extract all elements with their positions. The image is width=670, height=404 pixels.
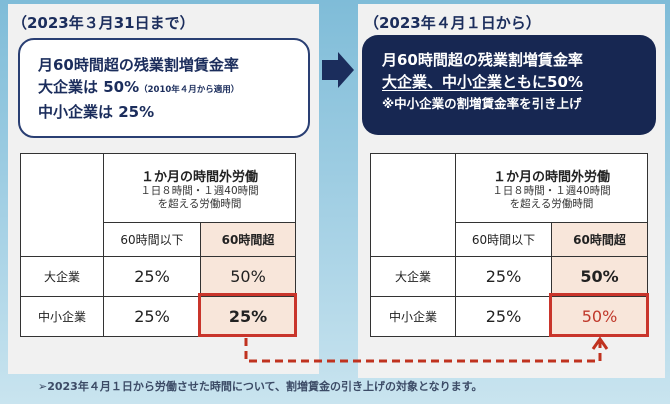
arrow-right-icon	[322, 52, 354, 88]
header-sub1: １日８時間・１週40時間	[140, 184, 259, 197]
after-line3: ※中小企業の割増賃金率を引き上げ	[382, 96, 582, 111]
header-cell: １か月の時間外労働 １日８時間・１週40時間 を超える労働時間	[103, 153, 296, 223]
row-label: 中小企業	[370, 296, 456, 337]
cell-value: 50%	[551, 256, 648, 297]
col-header-over60: 60時間超	[200, 222, 296, 257]
cell-value: 25%	[103, 296, 201, 337]
row-label: 大企業	[370, 256, 456, 297]
after-title: （2023年４月１日から）	[364, 14, 541, 32]
before-line1: 月60時間超の残業割増賃金率	[38, 56, 239, 74]
header-sub2: を超える労働時間	[509, 197, 594, 210]
cell-value: 25%	[103, 256, 201, 297]
after-line1: 月60時間超の残業割増賃金率	[382, 51, 583, 69]
footer-note: ➢2023年４月１日から労働させた時間について、割増賃金の引き上げの対象となりま…	[38, 380, 483, 393]
col-header-under60: 60時間以下	[103, 222, 201, 257]
cell-value: 50%	[200, 256, 296, 297]
header-sub2: を超える労働時間	[157, 197, 242, 210]
after-table: １か月の時間外労働 １日８時間・１週40時間 を超える労働時間 60時間以下 60時間…	[370, 153, 648, 337]
header-sub1: １日８時間・１週40時間	[492, 184, 611, 197]
before-line3: 中小企業は 25%	[38, 103, 155, 121]
row-label: 中小企業	[20, 296, 104, 337]
before-table: １か月の時間外労働 １日８時間・１週40時間 を超える労働時間 60時間以下 60時間…	[20, 153, 296, 337]
before-large-rate: 大企業は 50%	[38, 78, 140, 96]
after-summary-box: 月60時間超の残業割増賃金率 大企業、中小企業ともに50% ※中小企業の割増賃金…	[362, 35, 656, 135]
before-summary-box: 月60時間超の残業割増賃金率 大企業は 50%（2010年４月から適用） 中小企…	[18, 38, 310, 138]
before-line2: 大企業は 50%（2010年４月から適用）	[38, 76, 308, 101]
cell-value: 50%	[551, 296, 648, 337]
before-title: （2023年３月31日まで）	[12, 14, 195, 32]
cell-value: 25%	[455, 296, 552, 337]
corner-cell	[370, 153, 456, 257]
before-highlight	[198, 293, 297, 337]
before-note: （2010年４月から適用）	[139, 85, 240, 95]
after-highlight	[549, 293, 649, 337]
after-line2: 大企業、中小企業ともに50%	[382, 73, 583, 91]
header-cell: １か月の時間外労働 １日８時間・１週40時間 を超える労働時間	[455, 153, 648, 223]
header-title: １か月の時間外労働	[140, 169, 258, 185]
header-title: １か月の時間外労働	[492, 169, 610, 185]
col-header-over60: 60時間超	[551, 222, 648, 257]
cell-value: 25%	[200, 296, 296, 337]
